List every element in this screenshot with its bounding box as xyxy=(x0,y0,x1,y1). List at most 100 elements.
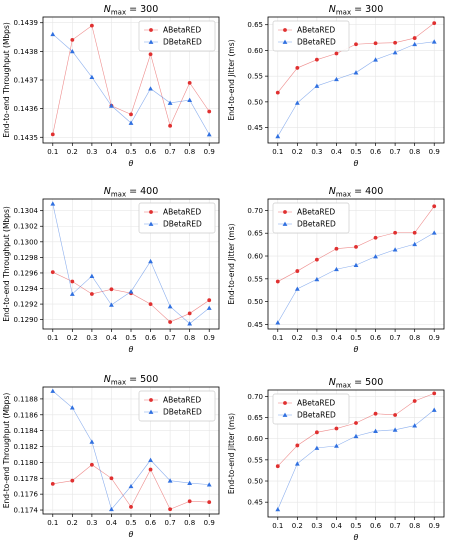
data-point-ABetaRED xyxy=(432,21,437,26)
legend-label: ABetaRED xyxy=(297,399,335,408)
legend-marker xyxy=(282,221,288,226)
data-point-ABetaRED xyxy=(275,279,280,284)
y-tick-label: 0.1290 xyxy=(14,316,39,324)
data-point-ABetaRED xyxy=(148,467,153,472)
chart-1: 0.1 0.2 0.3 0.4 0.5 0.6 0.7 0.8 0.9 0.1435 0.1436 0… xyxy=(2,4,220,168)
chart-title: Nmax = 400 xyxy=(104,186,159,199)
chart-2: 0.1 0.2 0.3 0.4 0.5 0.6 0.7 0.8 0.9 0.45 0.50 0.55 0… xyxy=(227,4,445,168)
data-point-DBetaRED xyxy=(50,388,56,393)
data-point-DBetaRED xyxy=(109,506,114,512)
legend-box xyxy=(272,393,350,425)
y-axis-label: End-to-end Jitter (ms) xyxy=(227,39,236,120)
y-axis-label: End-to-end Throughput (Mbps) xyxy=(2,206,11,322)
y-tick-label: 0.60 xyxy=(247,435,263,443)
y-tick-label: 0.1298 xyxy=(14,254,39,262)
y-tick-label: 0.1436 xyxy=(14,105,39,113)
legend-label: DBetaRED xyxy=(297,411,336,420)
data-point-DBetaRED xyxy=(392,427,398,432)
y-tick-label: 0.1184 xyxy=(14,427,39,435)
data-point-ABetaRED xyxy=(412,230,417,235)
legend-label: DBetaRED xyxy=(163,220,202,229)
legend-marker xyxy=(282,39,288,44)
data-point-DBetaRED xyxy=(353,262,359,268)
data-point-ABetaRED xyxy=(295,443,300,448)
legend-marker xyxy=(148,39,154,44)
data-point-ABetaRED xyxy=(373,41,378,46)
data-point-DBetaRED xyxy=(334,443,339,448)
y-tick-label: 0.1182 xyxy=(14,443,39,451)
x-axis-label: θ xyxy=(129,345,134,354)
data-point-DBetaRED xyxy=(206,132,212,137)
data-point-ABetaRED xyxy=(207,500,212,504)
y-tick-label: 0.1188 xyxy=(14,395,39,403)
legend-label: ABetaRED xyxy=(163,396,201,405)
x-tick-label: 0.4 xyxy=(331,334,343,342)
x-tick-label: 0.3 xyxy=(311,148,322,156)
x-tick-label: 0.7 xyxy=(390,334,401,342)
data-point-DBetaRED xyxy=(314,276,320,282)
legend-box xyxy=(138,20,216,52)
data-point-ABetaRED xyxy=(70,279,75,284)
legend-marker xyxy=(282,412,288,417)
data-point-DBetaRED xyxy=(167,478,173,483)
legend-marker xyxy=(148,409,154,414)
data-point-ABetaRED xyxy=(109,287,114,292)
y-tick-label: 0.70 xyxy=(247,393,263,401)
y-tick-label: 0.55 xyxy=(247,456,263,464)
x-tick-label: 0.2 xyxy=(67,334,78,342)
data-point-DBetaRED xyxy=(128,120,134,125)
data-point-ABetaRED xyxy=(275,90,280,95)
data-point-DBetaRED xyxy=(50,201,56,206)
data-point-DBetaRED xyxy=(89,439,95,444)
x-tick-label: 0.5 xyxy=(125,334,136,342)
legend-marker xyxy=(149,398,153,402)
data-point-DBetaRED xyxy=(89,74,95,80)
data-point-DBetaRED xyxy=(69,48,75,54)
data-point-DBetaRED xyxy=(373,254,378,259)
data-point-DBetaRED xyxy=(431,230,437,235)
data-point-DBetaRED xyxy=(128,289,134,294)
data-point-ABetaRED xyxy=(412,36,417,40)
y-tick-label: 0.65 xyxy=(247,21,263,29)
x-tick-label: 0.5 xyxy=(125,519,136,527)
data-point-ABetaRED xyxy=(50,132,55,137)
data-point-ABetaRED xyxy=(168,320,173,324)
legend-marker xyxy=(283,28,287,32)
data-point-DBetaRED xyxy=(294,100,300,105)
x-tick-label: 0.3 xyxy=(86,334,97,342)
data-point-ABetaRED xyxy=(373,411,378,416)
x-tick-label: 0.5 xyxy=(350,522,361,530)
y-tick-label: 0.1292 xyxy=(14,301,39,309)
legend-box xyxy=(272,20,350,52)
x-tick-label: 0.3 xyxy=(311,334,322,342)
data-point-DBetaRED xyxy=(275,320,281,325)
y-axis-label: End-to-end Jitter (ms) xyxy=(227,223,236,304)
data-point-ABetaRED xyxy=(168,507,173,512)
y-tick-label: 0.45 xyxy=(247,124,263,132)
chart-title: Nmax = 500 xyxy=(104,374,159,387)
y-tick-label: 0.1174 xyxy=(14,507,39,515)
y-tick-label: 0.1294 xyxy=(14,285,39,293)
legend-box xyxy=(138,202,216,234)
y-tick-label: 0.70 xyxy=(247,207,263,215)
legend-box xyxy=(138,390,216,422)
x-tick-label: 0.9 xyxy=(429,148,440,156)
data-point-ABetaRED xyxy=(168,123,173,128)
data-point-ABetaRED xyxy=(295,269,300,273)
y-tick-label: 0.1180 xyxy=(14,459,39,467)
data-point-ABetaRED xyxy=(393,230,398,235)
data-point-ABetaRED xyxy=(432,204,437,209)
data-point-ABetaRED xyxy=(187,80,192,85)
x-tick-label: 0.2 xyxy=(292,334,303,342)
x-tick-label: 0.3 xyxy=(86,519,97,527)
y-tick-label: 0.65 xyxy=(247,414,263,422)
legend-label: DBetaRED xyxy=(297,38,336,47)
x-axis-label: θ xyxy=(354,159,359,168)
data-point-ABetaRED xyxy=(334,51,339,56)
legend-label: DBetaRED xyxy=(163,38,202,47)
data-point-ABetaRED xyxy=(129,504,133,509)
y-tick-label: 0.1178 xyxy=(14,475,39,483)
data-point-ABetaRED xyxy=(148,302,153,306)
x-tick-label: 0.6 xyxy=(370,522,382,530)
